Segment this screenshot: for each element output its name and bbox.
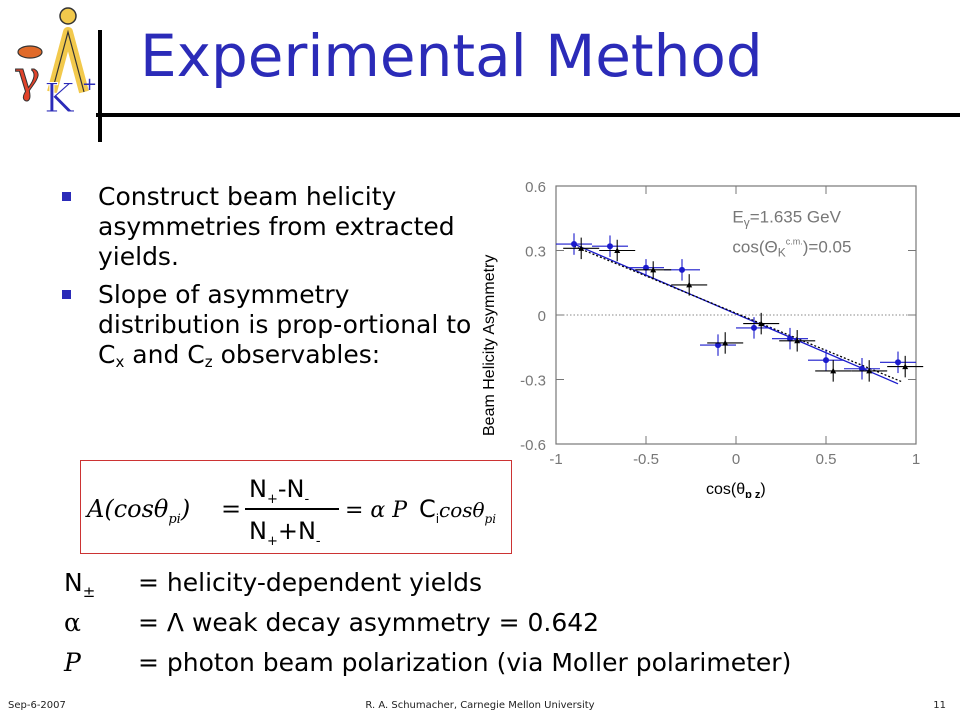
y-tick-label: 0.6: [525, 179, 546, 196]
data-point: [794, 337, 801, 344]
svg-text:cosθpi: cosθpi: [439, 498, 496, 526]
y-tick-label: 0: [538, 308, 546, 325]
bullet-text: Construct beam helicity asymmetries from…: [98, 182, 455, 271]
data-point: [758, 320, 765, 327]
data-point: [650, 266, 657, 273]
definition-text: = photon beam polarization (via Moller p…: [138, 648, 792, 677]
data-point: [686, 281, 693, 288]
chart-annotation-energy: Eγ=1.635 GeV: [732, 208, 841, 230]
data-point: [902, 363, 909, 370]
logo-gamma: γ: [14, 52, 40, 103]
svg-text:Ci: Ci: [419, 495, 439, 526]
y-tick-label: -0.3: [520, 373, 546, 390]
data-point: [866, 367, 873, 374]
svg-text:= α P: = α P: [345, 498, 408, 523]
svg-text:A(cosθpi): A(cosθpi): [85, 495, 190, 527]
definition-symbol: P: [64, 648, 81, 677]
svg-text:N++N-: N++N-: [249, 517, 321, 549]
logo-kaon-sup: +: [82, 74, 97, 95]
y-tick-label: 0.3: [525, 244, 546, 261]
definition-symbol: α: [64, 608, 81, 637]
x-axis-label: cos(θp z): [706, 481, 766, 498]
data-point: [607, 243, 613, 250]
bullet-item: Construct beam helicity asymmetries from…: [58, 182, 478, 272]
asymmetry-chart: 0.6 0.3 0 -0.3 -0.6-1 -0.5 0 0.5 1 Eγ=1.635 GeV co…: [481, 179, 924, 498]
definition-text: = Λ weak decay asymmetry = 0.642: [138, 608, 600, 637]
title-horizontal-rule: [96, 113, 960, 117]
asymmetry-formula-box: A(cosθpi) = N+-N- N++N- = α P Ci cosθpi: [80, 460, 512, 554]
data-point: [578, 245, 585, 251]
data-point: [859, 365, 865, 372]
footer-page-number: 11: [933, 700, 946, 711]
definition-alpha: α = Λ weak decay asymmetry = 0.642: [64, 608, 599, 637]
data-point: [787, 335, 793, 342]
x-tick-label: -0.5: [633, 451, 659, 468]
data-point: [830, 367, 837, 374]
definition-yields: N± = helicity-dependent yields: [64, 568, 482, 601]
data-point: [715, 342, 721, 349]
gamma-k-lambda-logo: γ K +: [14, 7, 97, 116]
svg-text:=: =: [221, 495, 241, 523]
bullet-list: Construct beam helicity asymmetries from…: [58, 182, 478, 385]
bullet-item: Slope of asymmetry distribution is prop-…: [58, 280, 478, 377]
y-tick-label: -0.6: [520, 437, 546, 454]
bullet-square-icon: [62, 192, 71, 201]
data-point: [614, 247, 621, 253]
logo-kaon: K: [44, 76, 75, 116]
svg-text:N+-N-: N+-N-: [249, 475, 309, 507]
slide-title: Experimental Method: [140, 22, 763, 90]
footer-author: R. A. Schumacher, Carnegie Mellon Univer…: [365, 700, 595, 711]
data-point: [571, 241, 577, 248]
data-point: [722, 339, 729, 346]
data-point: [643, 264, 649, 271]
x-tick-label: 0: [732, 451, 740, 468]
definition-text: = helicity-dependent yields: [138, 568, 483, 597]
title-vertical-rule: [98, 30, 102, 142]
x-tick-label: 1: [912, 451, 920, 468]
data-point: [679, 266, 685, 273]
data-point: [895, 359, 901, 366]
x-tick-label: -1: [549, 451, 562, 468]
fit-line-dotted: [573, 245, 902, 383]
x-tick-label: 0.5: [816, 451, 837, 468]
chart-annotation-angle: cos(ΘKc.m.)=0.05: [732, 237, 851, 260]
definition-symbol: N±: [64, 568, 96, 601]
data-point: [823, 357, 829, 364]
bullet-text: Slope of asymmetry distribution is prop-…: [98, 280, 472, 371]
footer-date: Sep-6-2007: [8, 700, 66, 711]
bullet-square-icon: [62, 290, 71, 299]
definition-polarization: P = photon beam polarization (via Moller …: [64, 648, 791, 677]
asymmetry-formula: A(cosθpi) = N+-N- N++N- = α P Ci cosθpi: [85, 475, 496, 549]
y-axis-label: Beam Helicity Asymmetry: [481, 255, 498, 436]
fit-line-solid: [573, 243, 899, 385]
data-point: [751, 324, 757, 331]
plot-area: 0.6 0.3 0 -0.3 -0.6-1 -0.5 0 0.5 1 Eγ=1.635 GeV co…: [520, 179, 924, 468]
